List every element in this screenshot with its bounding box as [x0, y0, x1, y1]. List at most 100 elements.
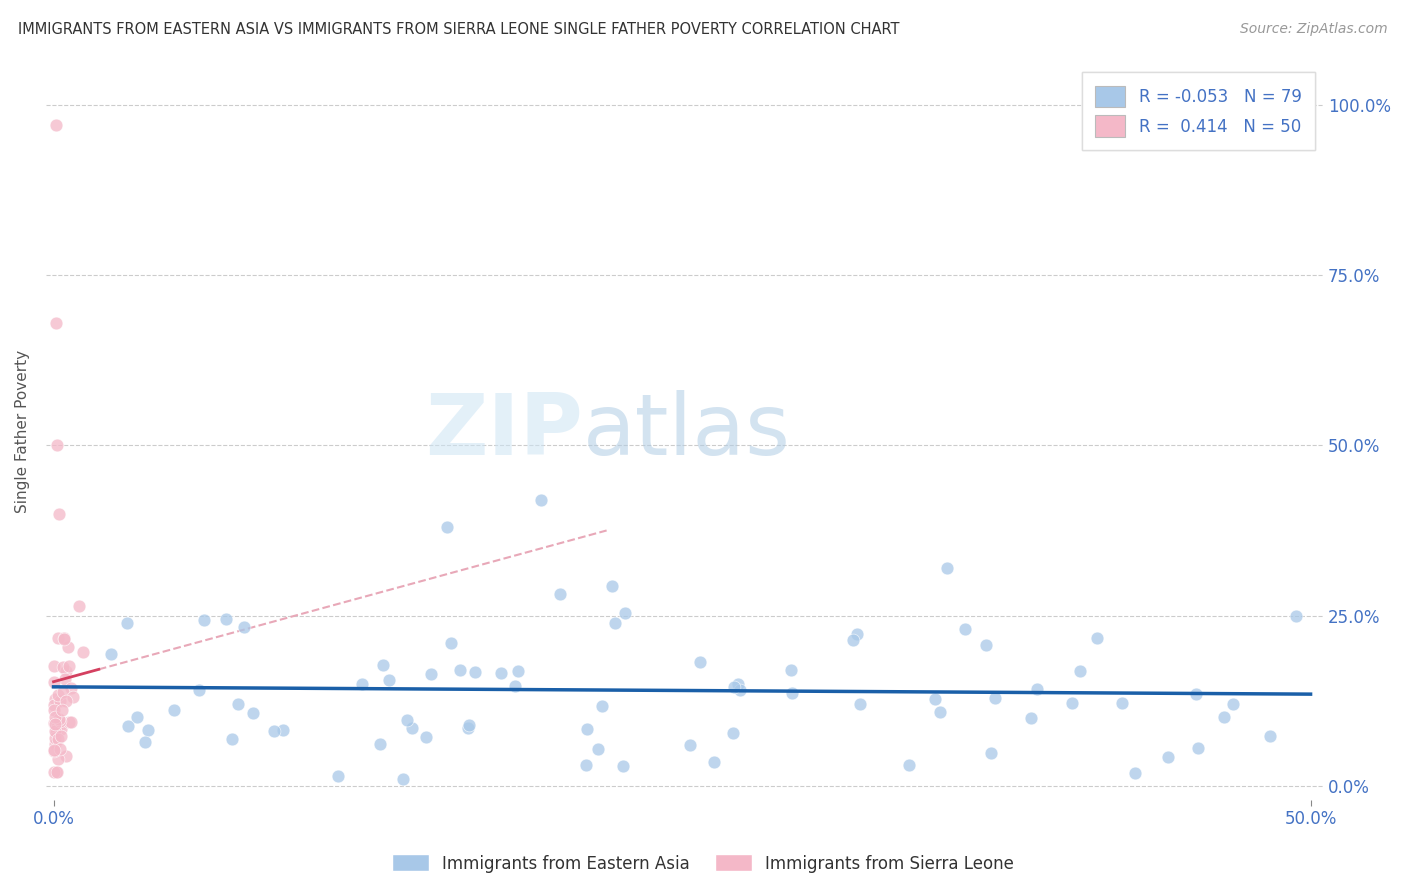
Point [45, 725, 67, 739]
Point [117, 719, 139, 733]
Point [1060, 696, 1083, 710]
Point [846, 627, 869, 641]
Point [368, 737, 391, 751]
Point [44, 743, 66, 757]
Point [491, 665, 513, 680]
Point [242, 706, 264, 721]
Point [1069, 664, 1091, 678]
Point [689, 655, 711, 669]
Point [45, 765, 67, 780]
Point [46, 752, 69, 766]
Point [586, 742, 609, 756]
Point [419, 667, 441, 681]
Point [44, 731, 66, 746]
Point [612, 758, 634, 772]
Point [449, 663, 471, 677]
Point [350, 677, 373, 691]
Point [983, 691, 1005, 706]
Point [723, 680, 745, 694]
Point [436, 520, 458, 534]
Point [1185, 687, 1208, 701]
Point [62, 690, 84, 705]
Point [1187, 741, 1209, 756]
Point [263, 724, 285, 739]
Point [721, 726, 744, 740]
Point [703, 756, 725, 770]
Point [55, 749, 77, 764]
Point [44, 119, 66, 133]
Point [548, 587, 571, 601]
Point [44, 724, 66, 739]
Point [728, 682, 751, 697]
Point [503, 679, 526, 693]
Point [226, 697, 249, 711]
Point [575, 722, 598, 736]
Point [45, 765, 67, 780]
Point [134, 735, 156, 749]
Point [600, 579, 623, 593]
Point [46, 438, 69, 452]
Text: ZIP: ZIP [425, 391, 582, 474]
Point [58, 714, 80, 729]
Point [46, 631, 69, 645]
Point [457, 721, 479, 735]
Point [980, 746, 1002, 760]
Point [100, 647, 122, 661]
Point [67, 599, 90, 613]
Point [51, 723, 73, 737]
Point [603, 616, 626, 631]
Point [415, 730, 437, 744]
Point [48, 712, 70, 726]
Point [125, 709, 148, 723]
Point [42, 703, 65, 717]
Point [60, 714, 83, 729]
Point [214, 612, 236, 626]
Point [1025, 681, 1047, 696]
Point [1157, 750, 1180, 764]
Point [53, 632, 76, 646]
Point [56, 640, 79, 654]
Point [52, 631, 75, 645]
Point [841, 632, 863, 647]
Point [271, 723, 294, 737]
Point [953, 622, 976, 636]
Point [42, 675, 65, 690]
Point [575, 757, 598, 772]
Point [233, 620, 256, 634]
Point [55, 664, 77, 678]
Point [48, 742, 70, 756]
Point [42, 715, 65, 730]
Point [138, 723, 160, 737]
Point [849, 697, 872, 711]
Point [1285, 609, 1308, 624]
Point [780, 686, 803, 700]
Point [440, 636, 463, 650]
Text: Source: ZipAtlas.com: Source: ZipAtlas.com [1240, 22, 1388, 37]
Point [391, 772, 413, 786]
Point [49, 730, 72, 744]
Point [457, 718, 479, 732]
Point [193, 613, 215, 627]
Point [55, 694, 77, 708]
Point [221, 732, 243, 747]
Point [1085, 632, 1108, 646]
Point [929, 705, 952, 719]
Point [163, 703, 186, 717]
Point [53, 672, 76, 686]
Point [936, 561, 959, 575]
Point [1019, 711, 1042, 725]
Point [44, 691, 66, 706]
Point [780, 663, 803, 677]
Point [44, 765, 66, 780]
Point [49, 693, 72, 707]
Legend: Immigrants from Eastern Asia, Immigrants from Sierra Leone: Immigrants from Eastern Asia, Immigrants… [385, 847, 1021, 880]
Point [530, 492, 553, 507]
Point [46, 721, 69, 735]
Point [72, 645, 94, 659]
Point [60, 681, 83, 695]
Point [508, 664, 530, 678]
Point [48, 507, 70, 521]
Legend: R = -0.053   N = 79, R =  0.414   N = 50: R = -0.053 N = 79, R = 0.414 N = 50 [1083, 72, 1315, 150]
Point [44, 737, 66, 751]
Point [378, 673, 401, 687]
